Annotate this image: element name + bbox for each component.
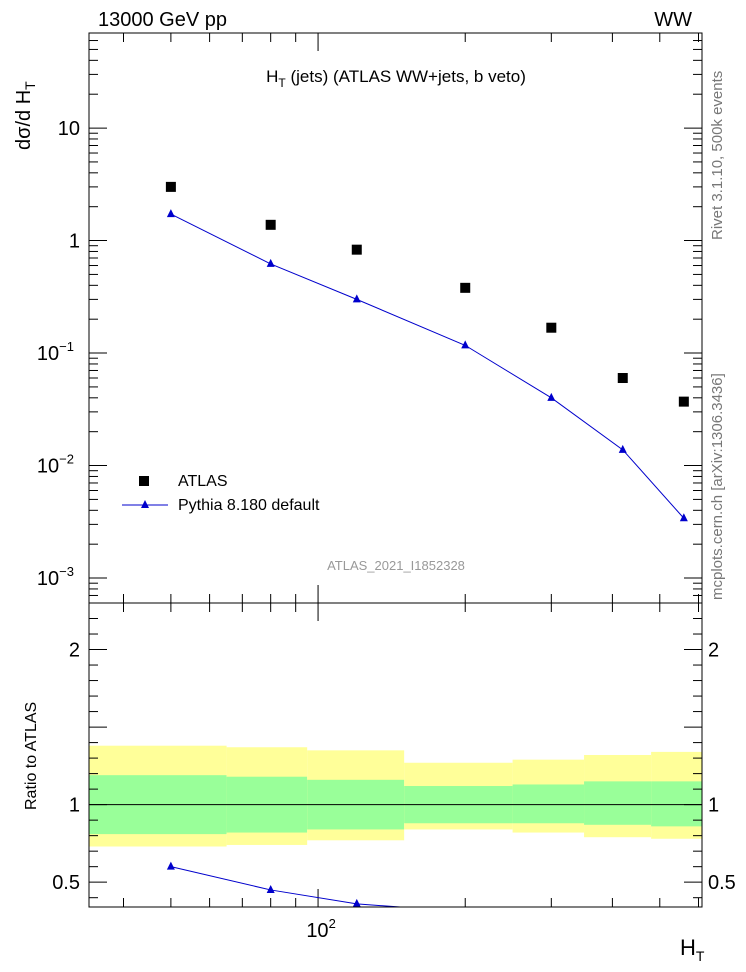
atlas-data-point xyxy=(617,373,628,384)
atlas-data-point xyxy=(460,282,471,293)
mcplots-label: mcplots.cern.ch [arXiv:1306.3436] xyxy=(709,373,726,600)
data-series-group xyxy=(165,181,689,407)
atlas-data-point xyxy=(678,396,689,407)
pythia-point xyxy=(266,258,275,267)
x-axis-label: HT xyxy=(680,935,705,964)
ratio-y-tick-label-left: 2 xyxy=(69,640,80,662)
ratio-band-inner-6 xyxy=(651,781,702,827)
ratio-y-tick-label-right: 2 xyxy=(708,640,719,662)
chart-title: HT (jets) (ATLAS WW+jets, b veto) xyxy=(266,67,526,90)
pythia-point xyxy=(547,392,556,401)
legend: ATLAS Pythia 8.180 default xyxy=(122,473,320,514)
ratio-uncertainty-bands xyxy=(89,745,702,847)
pythia-point xyxy=(461,340,470,349)
pythia-point xyxy=(618,444,627,453)
y-tick-label: 10 xyxy=(58,118,80,140)
ratio-panel-frame xyxy=(88,602,703,908)
ratio-pythia-point xyxy=(352,898,361,907)
ratio-pythia-point xyxy=(547,918,555,926)
pythia-point xyxy=(679,513,688,522)
ratio-y-axis-label: Ratio to ATLAS xyxy=(23,702,40,810)
ratio-pythia-line xyxy=(170,866,408,907)
atlas-data-point xyxy=(351,244,362,255)
x-tick-label: 102 xyxy=(306,916,335,942)
legend-atlas-marker xyxy=(139,476,149,486)
ratio-pythia-point xyxy=(266,884,275,893)
pythia-line xyxy=(170,213,685,519)
rivet-label: Rivet 3.1.10, 500k events xyxy=(709,71,726,240)
atlas-data-point xyxy=(546,322,557,333)
ratio-y-tick-label-right: 1 xyxy=(708,795,719,817)
ratio-y-tick-label-left: 0.5 xyxy=(52,872,80,894)
legend-pythia-marker xyxy=(141,500,149,508)
y-tick-label: 10−2 xyxy=(37,452,74,478)
analysis-watermark: ATLAS_2021_I1852328 xyxy=(327,558,465,573)
y-tick-label: 10−1 xyxy=(37,339,74,365)
pythia-point xyxy=(352,294,361,303)
ratio-y-tick-label-left: 1 xyxy=(69,795,80,817)
axis-ticks: 10 1 10−1 10−2 10−3 2 2 1 1 0.5 0.5 102 xyxy=(37,32,736,942)
ratio-pythia-point xyxy=(619,919,627,927)
ratio-pythia-point xyxy=(465,906,466,907)
legend-atlas-label: ATLAS xyxy=(178,473,228,490)
main-panel-frame xyxy=(88,32,703,604)
mc-series-group xyxy=(166,209,688,522)
atlas-data-point xyxy=(265,219,276,230)
ratio-y-tick-label-right: 0.5 xyxy=(708,872,736,894)
y-tick-label: 10−3 xyxy=(37,564,74,590)
pythia-point xyxy=(166,209,175,218)
header-right-label: WW xyxy=(654,9,692,31)
ratio-pythia-point xyxy=(166,861,175,870)
ratio-band-inner-5 xyxy=(584,781,652,825)
y-tick-label: 1 xyxy=(69,231,80,253)
y-axis-label: dσ/d HT xyxy=(13,81,38,150)
ratio-mc-series-group xyxy=(166,861,627,927)
header-left-label: 13000 GeV pp xyxy=(98,9,227,31)
atlas-data-point xyxy=(165,181,176,192)
ratio-band-inner-4 xyxy=(512,784,585,824)
legend-pythia-label: Pythia 8.180 default xyxy=(178,497,320,514)
